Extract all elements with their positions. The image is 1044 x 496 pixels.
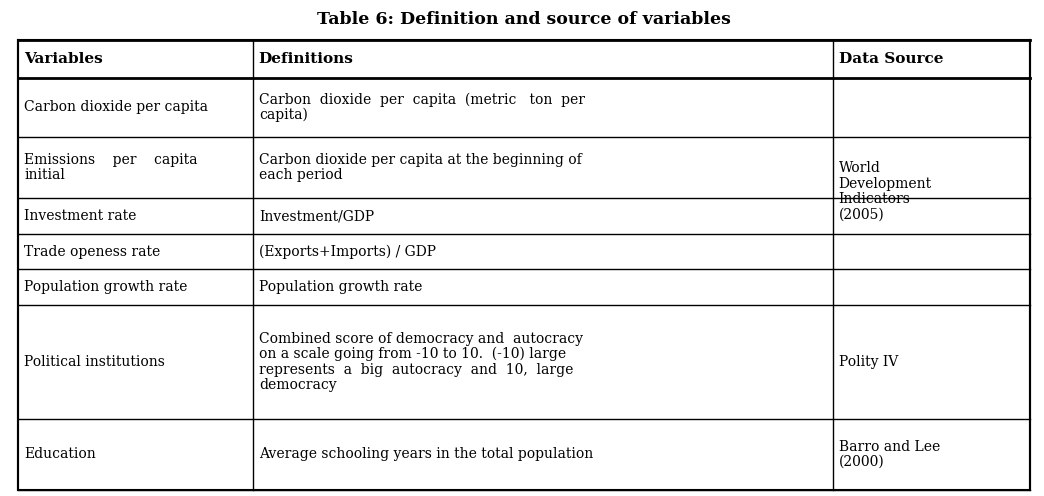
Text: Political institutions: Political institutions bbox=[24, 355, 165, 369]
Text: Development: Development bbox=[838, 177, 932, 190]
Text: each period: each period bbox=[259, 168, 342, 183]
Text: initial: initial bbox=[24, 168, 65, 183]
Text: Table 6: Definition and source of variables: Table 6: Definition and source of variab… bbox=[317, 11, 731, 28]
Text: Definitions: Definitions bbox=[259, 52, 354, 66]
Text: Population growth rate: Population growth rate bbox=[259, 280, 422, 294]
Text: (2005): (2005) bbox=[838, 207, 884, 222]
Text: Trade openess rate: Trade openess rate bbox=[24, 245, 160, 258]
Text: Variables: Variables bbox=[24, 52, 102, 66]
Text: (Exports+Imports) / GDP: (Exports+Imports) / GDP bbox=[259, 245, 435, 259]
Text: Average schooling years in the total population: Average schooling years in the total pop… bbox=[259, 447, 593, 461]
Text: (2000): (2000) bbox=[838, 455, 884, 469]
Text: represents  a  big  autocracy  and  10,  large: represents a big autocracy and 10, large bbox=[259, 363, 573, 376]
Text: Barro and Lee: Barro and Lee bbox=[838, 439, 940, 454]
Text: Combined score of democracy and  autocracy: Combined score of democracy and autocrac… bbox=[259, 332, 583, 346]
Text: Carbon  dioxide  per  capita  (metric   ton  per: Carbon dioxide per capita (metric ton pe… bbox=[259, 92, 585, 107]
Text: Education: Education bbox=[24, 447, 96, 461]
Text: on a scale going from -10 to 10.  (-10) large: on a scale going from -10 to 10. (-10) l… bbox=[259, 347, 566, 362]
Text: Carbon dioxide per capita: Carbon dioxide per capita bbox=[24, 100, 208, 114]
Text: Emissions    per    capita: Emissions per capita bbox=[24, 153, 197, 167]
Text: Investment/GDP: Investment/GDP bbox=[259, 209, 374, 223]
Text: Data Source: Data Source bbox=[838, 52, 943, 66]
Text: capita): capita) bbox=[259, 108, 308, 122]
Text: Carbon dioxide per capita at the beginning of: Carbon dioxide per capita at the beginni… bbox=[259, 153, 582, 167]
Text: World: World bbox=[838, 161, 880, 175]
Text: Polity IV: Polity IV bbox=[838, 355, 898, 369]
Text: democracy: democracy bbox=[259, 378, 336, 392]
Text: Population growth rate: Population growth rate bbox=[24, 280, 187, 294]
Text: Investment rate: Investment rate bbox=[24, 209, 137, 223]
Text: Indicators: Indicators bbox=[838, 192, 910, 206]
